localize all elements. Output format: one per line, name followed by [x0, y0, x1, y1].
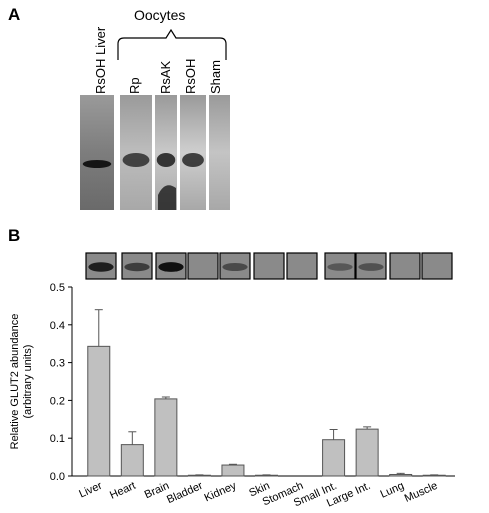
panel-b-blot-strip	[85, 252, 453, 280]
blot-strip-cell	[421, 252, 453, 280]
blot-strip-cell	[389, 252, 421, 280]
blot-strip-frame	[355, 252, 387, 280]
y-tick-label: 0.3	[50, 358, 65, 370]
blot-lane-background	[120, 95, 152, 210]
blot-strip-band	[88, 262, 114, 272]
x-tick-label: Liver	[77, 480, 104, 501]
blot-strip-cell	[85, 252, 117, 280]
blot-strip-frame	[421, 252, 453, 280]
x-tick-label: Kidney	[203, 480, 239, 505]
blot-strip-frame	[286, 252, 318, 280]
blot-strip-band	[124, 262, 150, 272]
blot-strip-band	[222, 263, 248, 271]
y-tick-label: 0.0	[50, 471, 65, 483]
blot-strip-cell	[219, 252, 251, 280]
blot-strip-cell	[121, 252, 153, 280]
bar-group	[120, 431, 144, 477]
bar	[389, 473, 413, 477]
bar-group	[355, 426, 379, 477]
blot-strip-band	[327, 263, 353, 271]
blot-lane-background	[209, 95, 230, 210]
blot-strip-cell	[324, 252, 356, 280]
y-tick-label: 0.4	[50, 320, 65, 332]
bar	[87, 345, 111, 477]
bar-group	[389, 472, 413, 477]
blot-strip-cell	[286, 252, 318, 280]
x-tick-label: Muscle	[403, 480, 440, 505]
bar	[120, 444, 144, 477]
blot-strip-band	[358, 263, 384, 271]
blot-lane	[120, 95, 152, 210]
bar-group	[87, 309, 111, 477]
glut2-bar-chart: Relative GLUT2 abundance(arbitrary units…	[9, 282, 455, 510]
blot-lane-background	[180, 95, 206, 210]
bar	[154, 398, 178, 477]
x-tick-label: Heart	[108, 480, 137, 502]
blot-lane-background	[155, 95, 177, 210]
blot-band	[156, 153, 176, 167]
panel-b-letter: B	[8, 226, 21, 245]
blot-lane	[180, 95, 206, 210]
x-tick-label: Lung	[379, 480, 406, 501]
blot-lane-background	[80, 95, 114, 210]
blot-band	[122, 153, 150, 167]
bar-group	[422, 474, 446, 477]
bar-group	[255, 474, 278, 477]
blot-strip-cell	[355, 252, 387, 280]
blot-lane	[155, 95, 177, 210]
blot-strip-frame	[389, 252, 421, 280]
bar-group	[322, 429, 346, 477]
blot-lane	[80, 95, 114, 210]
y-tick-label: 0.2	[50, 395, 65, 407]
blot-strip-cell	[253, 252, 285, 280]
x-tick-label: Bladder	[165, 480, 205, 507]
blot-band	[182, 153, 204, 167]
y-tick-label: 0.1	[50, 433, 65, 445]
bar-group	[187, 474, 211, 477]
bar	[355, 428, 379, 477]
blot-strip-cell	[155, 252, 187, 280]
blot-smear	[158, 185, 176, 210]
blot-strip-frame	[324, 252, 356, 280]
blot-band	[82, 160, 112, 168]
blot-strip-frame	[253, 252, 285, 280]
oocytes-group-label: Oocytes	[134, 7, 186, 23]
blot-strip-band	[158, 262, 184, 272]
y-axis-label: Relative GLUT2 abundance(arbitrary units…	[9, 314, 34, 450]
blot-strip-frame	[187, 252, 219, 280]
blot-lane	[209, 95, 230, 210]
bar	[221, 464, 245, 477]
bar-group	[221, 463, 245, 477]
panel-a-western-blot	[80, 95, 230, 210]
bar	[322, 439, 346, 477]
bar-group	[154, 396, 178, 477]
blot-strip-cell	[187, 252, 219, 280]
oocytes-bracket	[117, 28, 227, 60]
panel-a-letter: A	[8, 5, 21, 24]
y-tick-label: 0.5	[50, 282, 65, 294]
